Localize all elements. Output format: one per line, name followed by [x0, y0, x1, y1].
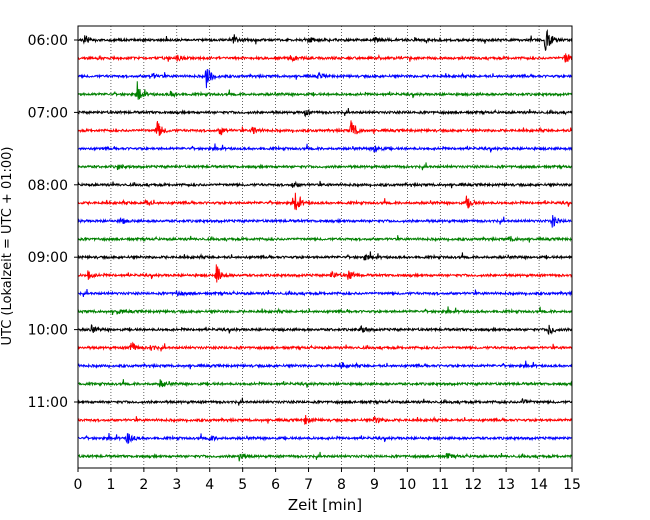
x-tick-label: 8	[337, 477, 346, 493]
trace-lines	[77, 28, 573, 462]
y-axis-label: UTC (Lokalzeit = UTC + 01:00)	[0, 147, 15, 346]
y-tick-label: 08:00	[28, 178, 68, 194]
y-tick-label: 10:00	[28, 323, 68, 339]
x-tick-label: 10	[398, 477, 416, 493]
trace-line	[77, 192, 573, 211]
trace-line	[77, 360, 573, 370]
trace-line	[77, 162, 573, 171]
trace-line	[77, 28, 573, 51]
x-axis-label: Zeit [min]	[288, 496, 362, 514]
y-axis: 06:00 07:00 08:00 09:00 10:00 11:00	[28, 33, 78, 411]
trace-line	[77, 451, 573, 462]
trace-line	[77, 68, 573, 89]
trace-line	[77, 53, 573, 63]
trace-line	[77, 379, 573, 388]
trace-line	[77, 341, 573, 352]
trace-line	[77, 306, 573, 316]
trace-line	[77, 432, 573, 445]
x-tick-label: 15	[563, 477, 581, 493]
x-tick-label: 11	[431, 477, 449, 493]
trace-line	[77, 324, 573, 336]
x-axis: 0 1 2 3 4 5 6 7 8 9 10 11 12 13 14 15	[74, 468, 581, 493]
y-tick-label: 06:00	[28, 33, 68, 49]
trace-line	[77, 215, 573, 228]
trace-line	[77, 235, 573, 243]
plot-frame	[77, 25, 573, 469]
y-tick-label: 07:00	[28, 105, 68, 121]
trace-line	[77, 81, 573, 100]
trace-line	[77, 397, 573, 406]
x-tick-label: 14	[530, 477, 548, 493]
x-tick-label: 12	[464, 477, 482, 493]
x-tick-label: 6	[271, 477, 280, 493]
trace-line	[77, 108, 573, 118]
x-tick-label: 9	[370, 477, 379, 493]
x-tick-label: 13	[497, 477, 515, 493]
x-tick-label: 0	[74, 477, 83, 493]
x-tick-label: 2	[139, 477, 148, 493]
trace-line	[77, 289, 573, 297]
trace-line	[77, 120, 573, 136]
trace-line	[77, 414, 573, 426]
y-tick-label: 11:00	[28, 395, 68, 411]
x-tick-label: 7	[304, 477, 313, 493]
x-tick-label: 4	[205, 477, 214, 493]
y-tick-label: 09:00	[28, 250, 68, 266]
trace-line	[77, 251, 573, 261]
trace-line	[77, 264, 573, 283]
x-tick-label: 5	[238, 477, 247, 493]
x-tick-label: 3	[172, 477, 181, 493]
x-tick-label: 1	[106, 477, 115, 493]
trace-line	[77, 180, 573, 189]
trace-line	[77, 143, 573, 154]
